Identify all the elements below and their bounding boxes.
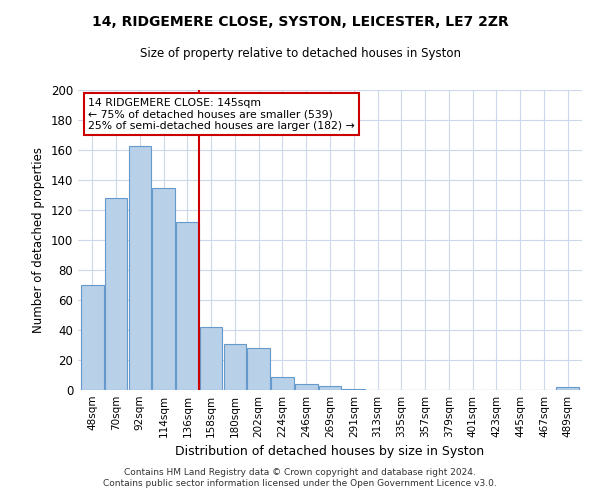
Bar xyxy=(105,198,127,390)
Bar xyxy=(128,146,151,390)
Bar xyxy=(271,376,294,390)
Text: 14, RIDGEMERE CLOSE, SYSTON, LEICESTER, LE7 2ZR: 14, RIDGEMERE CLOSE, SYSTON, LEICESTER, … xyxy=(92,15,508,29)
Bar xyxy=(319,386,341,390)
Bar xyxy=(556,387,579,390)
Bar xyxy=(224,344,246,390)
Bar xyxy=(343,388,365,390)
Y-axis label: Number of detached properties: Number of detached properties xyxy=(32,147,45,333)
Bar xyxy=(295,384,317,390)
X-axis label: Distribution of detached houses by size in Syston: Distribution of detached houses by size … xyxy=(175,446,485,458)
Bar xyxy=(81,285,104,390)
Bar xyxy=(152,188,175,390)
Bar xyxy=(247,348,270,390)
Text: Size of property relative to detached houses in Syston: Size of property relative to detached ho… xyxy=(139,48,461,60)
Bar xyxy=(200,327,223,390)
Text: 14 RIDGEMERE CLOSE: 145sqm
← 75% of detached houses are smaller (539)
25% of sem: 14 RIDGEMERE CLOSE: 145sqm ← 75% of deta… xyxy=(88,98,355,130)
Text: Contains HM Land Registry data © Crown copyright and database right 2024.
Contai: Contains HM Land Registry data © Crown c… xyxy=(103,468,497,487)
Bar xyxy=(176,222,199,390)
